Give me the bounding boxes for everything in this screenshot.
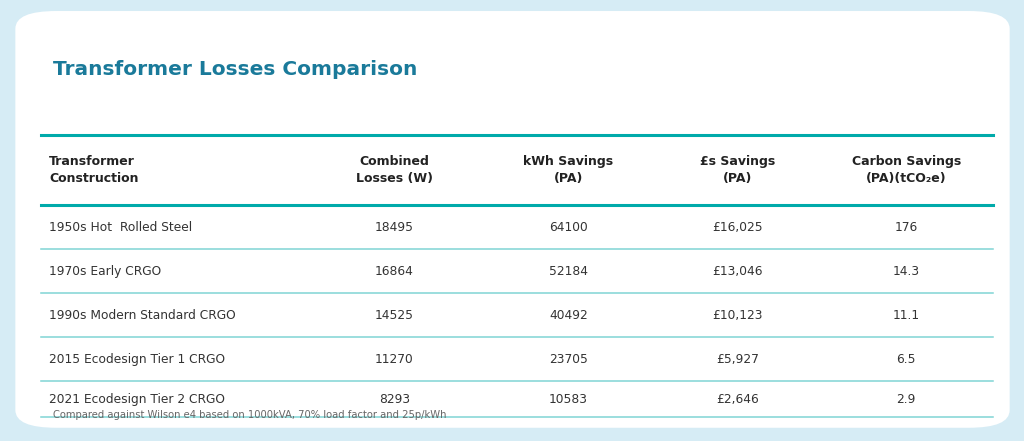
- Text: 64100: 64100: [549, 220, 588, 234]
- Text: 2.9: 2.9: [897, 392, 915, 406]
- Text: 11.1: 11.1: [893, 309, 920, 322]
- Text: Combined
Losses (W): Combined Losses (W): [355, 155, 433, 184]
- Text: £2,646: £2,646: [716, 392, 759, 406]
- Text: 6.5: 6.5: [896, 353, 916, 366]
- Text: 52184: 52184: [549, 265, 588, 278]
- Text: Compared against Wilson e4 based on 1000kVA, 70% load factor and 25p/kWh: Compared against Wilson e4 based on 1000…: [53, 410, 446, 420]
- Text: 1950s Hot  Rolled Steel: 1950s Hot Rolled Steel: [49, 220, 193, 234]
- Text: 23705: 23705: [549, 353, 588, 366]
- Text: £10,123: £10,123: [712, 309, 763, 322]
- Text: 176: 176: [895, 220, 918, 234]
- Text: 40492: 40492: [549, 309, 588, 322]
- Text: 1990s Modern Standard CRGO: 1990s Modern Standard CRGO: [49, 309, 236, 322]
- Text: Carbon Savings
(PA)(tCO₂e): Carbon Savings (PA)(tCO₂e): [852, 155, 961, 184]
- Text: Transformer
Construction: Transformer Construction: [49, 155, 138, 184]
- Text: 14525: 14525: [375, 309, 414, 322]
- Text: 11270: 11270: [375, 353, 414, 366]
- Text: £13,046: £13,046: [712, 265, 763, 278]
- Text: 10583: 10583: [549, 392, 588, 406]
- Text: 1970s Early CRGO: 1970s Early CRGO: [49, 265, 162, 278]
- Text: 18495: 18495: [375, 220, 414, 234]
- Text: 14.3: 14.3: [893, 265, 920, 278]
- Text: 2015 Ecodesign Tier 1 CRGO: 2015 Ecodesign Tier 1 CRGO: [49, 353, 225, 366]
- Text: Transformer Losses Comparison: Transformer Losses Comparison: [53, 60, 418, 78]
- Text: 2021 Ecodesign Tier 2 CRGO: 2021 Ecodesign Tier 2 CRGO: [49, 392, 225, 406]
- Text: 8293: 8293: [379, 392, 410, 406]
- Text: kWh Savings
(PA): kWh Savings (PA): [523, 155, 613, 184]
- Text: £16,025: £16,025: [712, 220, 763, 234]
- Text: £s Savings
(PA): £s Savings (PA): [699, 155, 775, 184]
- Text: 16864: 16864: [375, 265, 414, 278]
- Text: £5,927: £5,927: [716, 353, 759, 366]
